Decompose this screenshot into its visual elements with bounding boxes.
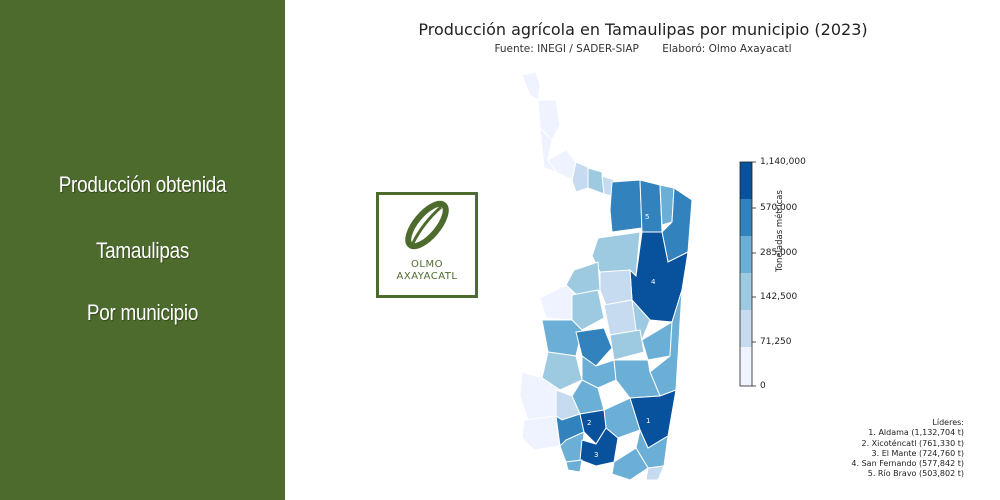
logo-text-line2: AXAYACATL [396, 271, 458, 282]
colorbar-tick: 285,000 [760, 248, 798, 258]
municipality-aldama [629, 389, 677, 449]
municipality-guerrero [537, 99, 561, 141]
municipality-miquihuana [521, 415, 561, 451]
sidebar-line-municipality: Por municipio [86, 300, 199, 325]
colorbar-band-6 [740, 347, 752, 386]
sidebar-line-state: Tamaulipas [95, 238, 190, 263]
leaders-title: Líderes: [932, 418, 964, 427]
leader-item: 3. El Mante (724,760 t) [871, 448, 964, 458]
map-label-3: 3 [594, 451, 598, 459]
municipality-tampico [645, 465, 665, 481]
colorbar-tick: 71,250 [760, 337, 792, 347]
logo-text-line1: OLMO [411, 259, 443, 270]
colorbar-tick: 570,000 [760, 203, 798, 213]
leader-item: 4. San Fernando (577,842 t) [851, 459, 964, 469]
municipality-antiguo-morelos [565, 459, 583, 473]
colorbar-tick: 142,500 [760, 292, 798, 302]
municipality-rio-bravo [639, 179, 663, 233]
municipality-victoria [541, 351, 583, 391]
leader-item: 5. Río Bravo (503,802 t) [867, 469, 964, 479]
colorbar-axis-label: Toneladas métricas [775, 190, 785, 272]
colorbar-frame [739, 161, 753, 387]
municipality-nuevo-laredo [521, 71, 541, 101]
colorbar-tick: 0 [760, 381, 766, 391]
map-title: Producción agrícola en Tamaulipas por mu… [418, 20, 868, 39]
colorbar-tick-labels: 1,140,000 570,000 285,000 142,500 71,250… [760, 155, 840, 395]
municipality-cruillas [599, 269, 633, 306]
map-label-2: 2 [587, 419, 591, 427]
municipality-jimenez [575, 327, 613, 367]
leader-item: 2. Xicoténcatl (761,330 t) [861, 438, 964, 448]
municipality-casas [613, 359, 661, 399]
colorbar-band-5 [740, 310, 752, 347]
source-text: Fuente: INEGI / SADER-SIAP [494, 43, 639, 55]
municipality-manuel [611, 447, 649, 481]
municipality-padilla [609, 329, 645, 361]
leader-item: 1. Aldama (1,132,704 t) [868, 428, 964, 438]
municipality-el-mante [579, 427, 619, 467]
municipality-villagran [571, 289, 605, 331]
municipality-polygons [519, 71, 693, 481]
colorbar [739, 161, 756, 387]
map-rank-labels: 1 2 3 4 5 [587, 213, 656, 459]
colorbar-band-4 [740, 273, 752, 310]
map-label-4: 4 [651, 278, 656, 286]
colorbar-band-3 [740, 236, 752, 273]
credit-text: Elaboró: Olmo Axayacatl [662, 43, 792, 55]
map-subtitle: Fuente: INEGI / SADER-SIAP Elaboró: Olmo… [300, 43, 986, 55]
map-label-5: 5 [645, 213, 649, 221]
colorbar-tick: 1,140,000 [760, 157, 806, 167]
colorbar-band-1 [740, 162, 752, 199]
sidebar-line-production: Producción obtenida [58, 172, 227, 197]
municipality-camargo [571, 161, 591, 193]
municipality-mendez [591, 231, 641, 277]
colorbar-band-2 [740, 199, 752, 236]
municipality-gustavo-diaz-ordaz [587, 167, 605, 195]
olmo-axayacatl-logo: OLMO AXAYACATL [376, 192, 478, 298]
map-label-1: 1 [646, 417, 650, 425]
municipality-reynosa [609, 179, 643, 233]
leaders-legend: Líderes: 1. Aldama (1,132,704 t) 2. Xico… [851, 418, 964, 480]
sidebar-panel: Producción obtenida Tamaulipas Por munic… [0, 0, 285, 500]
leaf-icon [405, 200, 449, 250]
municipality-miguel-aleman [547, 149, 577, 181]
municipality-hidalgo [541, 319, 583, 357]
